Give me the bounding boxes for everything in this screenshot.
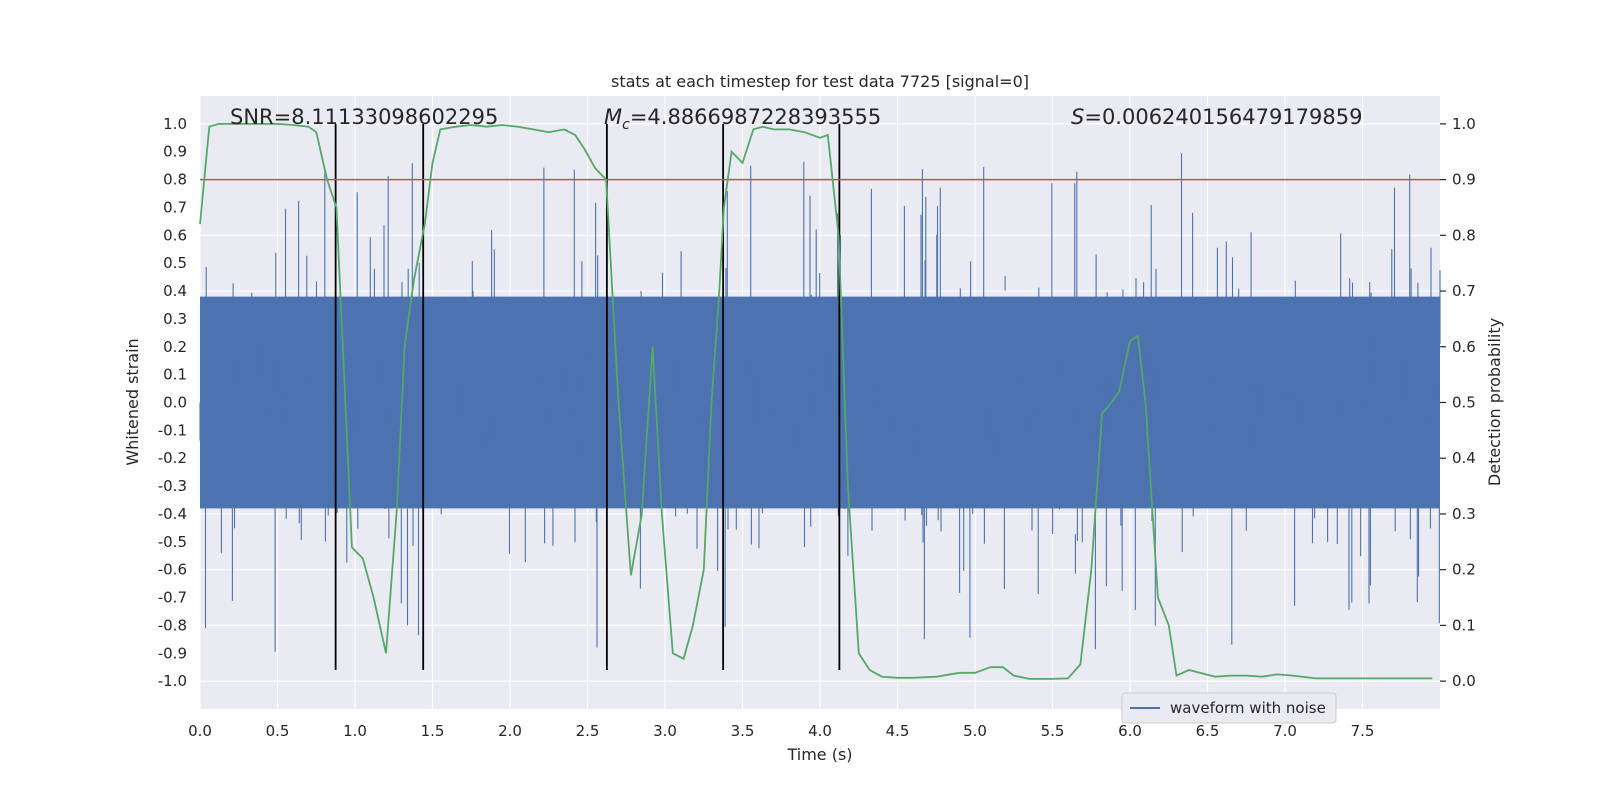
y-tick-label-left: -0.3 <box>158 477 187 495</box>
y-tick-label-left: -0.8 <box>158 616 187 634</box>
y-tick-label-left: 0.3 <box>163 310 187 328</box>
y-tick-label-left: 0.9 <box>163 143 187 161</box>
legend-box <box>1121 692 1337 724</box>
y-tick-label-right: 0.3 <box>1452 505 1476 523</box>
y-tick-label-left: -0.2 <box>158 449 187 467</box>
x-tick-label: 7.5 <box>1351 722 1375 740</box>
snr-annotation: SNR=8.11133098602295 <box>230 105 498 129</box>
legend: waveform with noise <box>1121 692 1337 724</box>
y-tick-label-left: 0.5 <box>163 254 187 272</box>
legend-label: waveform with noise <box>1170 699 1326 717</box>
x-tick-label: 3.0 <box>653 722 677 740</box>
x-tick-label: 5.0 <box>963 722 987 740</box>
y-tick-label-left: -0.1 <box>158 421 187 439</box>
x-tick-label: 4.0 <box>808 722 832 740</box>
x-tick-label: 6.0 <box>1118 722 1142 740</box>
y-tick-label-left: 0.0 <box>163 394 187 412</box>
chart-title: stats at each timestep for test data 772… <box>611 72 1029 91</box>
y-ticks-right: 1.0 0.9 0.8 0.7 0.6 0.5 0.4 0.3 0.2 0.1 0.0 <box>1440 115 1476 690</box>
y-tick-label-left: -0.6 <box>158 561 187 579</box>
y-tick-label-left: 0.8 <box>163 171 187 189</box>
s-annotation: S=0.006240156479179859 <box>1071 105 1362 129</box>
x-tick-label: 4.5 <box>886 722 910 740</box>
x-tick-label: 7.0 <box>1273 722 1297 740</box>
y-tick-label-right: 0.4 <box>1452 449 1476 467</box>
y-tick-label-right: 0.1 <box>1452 616 1476 634</box>
x-tick-label: 1.0 <box>343 722 367 740</box>
y-tick-label-left: -0.5 <box>158 533 187 551</box>
y-tick-label-left: -1.0 <box>158 672 187 690</box>
y-tick-label-left: -0.7 <box>158 589 187 607</box>
x-tick-label: 1.5 <box>421 722 445 740</box>
probability-line <box>199 123 1433 680</box>
x-tick-label: 3.5 <box>731 722 755 740</box>
y-axis-label-left: Whitened strain <box>123 338 142 465</box>
x-tick-label: 5.5 <box>1041 722 1065 740</box>
x-tick-label: 6.5 <box>1196 722 1220 740</box>
x-ticks: 0.0 0.5 1.0 1.5 2.0 2.5 3.0 3.5 4.0 4.5 5.0 5.5 6.0 6… <box>188 722 1374 740</box>
y-tick-label-right: 0.2 <box>1452 561 1476 579</box>
y-tick-label-right: 0.0 <box>1452 672 1476 690</box>
y-tick-label-left: 1.0 <box>163 115 187 133</box>
x-tick-label: 2.0 <box>498 722 522 740</box>
waveform-path <box>199 153 1441 652</box>
y-ticks-left: 1.0 0.9 0.8 0.7 0.6 0.5 0.4 0.3 0.2 0.1 0.0 -0.1 -0.… <box>158 115 187 690</box>
y-tick-label-right: 0.8 <box>1452 226 1476 244</box>
x-axis-label: Time (s) <box>786 745 852 764</box>
x-tick-label: 0.0 <box>188 722 212 740</box>
chirp-mass-annotation: Mc=4.8866987228393555 <box>604 105 881 133</box>
y-tick-label-left: 0.1 <box>163 366 187 384</box>
y-tick-label-right: 0.6 <box>1452 338 1476 356</box>
x-tick-label: 0.5 <box>266 722 290 740</box>
y-tick-label-left: 0.2 <box>163 338 187 356</box>
y-tick-label-left: 0.4 <box>163 282 187 300</box>
y-tick-label-left: -0.4 <box>158 505 187 523</box>
y-tick-label-left: -0.9 <box>158 644 187 662</box>
probability-series <box>199 123 1433 680</box>
y-tick-label-right: 1.0 <box>1452 115 1476 133</box>
y-tick-label-left: 0.7 <box>163 198 187 216</box>
y-tick-label-left: 0.6 <box>163 226 187 244</box>
y-axis-label-right: Detection probability <box>1485 318 1504 486</box>
x-tick-label: 2.5 <box>576 722 600 740</box>
y-tick-label-right: 0.9 <box>1452 171 1476 189</box>
y-tick-label-right: 0.5 <box>1452 394 1476 412</box>
y-tick-label-right: 0.7 <box>1452 282 1476 300</box>
